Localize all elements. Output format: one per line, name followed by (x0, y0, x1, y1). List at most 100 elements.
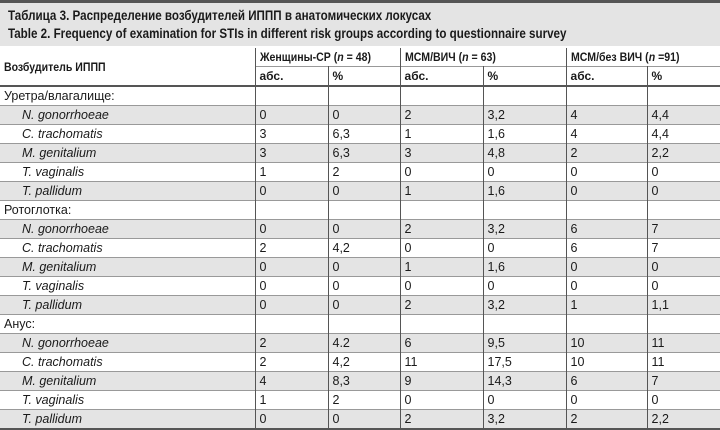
section-label: Уретра/влагалище: (4, 89, 115, 104)
pathogen-name: M. genitalium (0, 371, 255, 391)
header-abs: абс. (565, 66, 648, 87)
empty-cell (327, 200, 401, 220)
empty-cell (254, 314, 328, 334)
pct-cell: 9,5 (482, 333, 567, 353)
pct-cell: 0 (327, 257, 401, 277)
pct-cell: 14,3 (482, 371, 567, 391)
pct-cell: 0 (646, 276, 720, 296)
abs-cell: 10 (565, 352, 648, 372)
pct-cell: 1,6 (482, 124, 567, 144)
empty-cell (327, 86, 401, 106)
abs-cell: 0 (254, 219, 328, 239)
pct-cell: 2 (327, 390, 401, 410)
table-row: N. gonorrhoeae 0 0 2 3,2 4 4,4 (0, 105, 720, 125)
empty-cell (646, 314, 720, 334)
abs-cell: 0 (565, 390, 648, 410)
pct-cell: 6,3 (327, 143, 401, 163)
abs-cell: 0 (254, 295, 328, 315)
pct-cell: 0 (646, 257, 720, 277)
pct-cell: 0 (646, 390, 720, 410)
abs-cell: 0 (399, 390, 484, 410)
empty-cell (327, 314, 401, 334)
empty-cell (254, 200, 328, 220)
pct-cell: 1,6 (482, 257, 567, 277)
pct-cell: 1,1 (646, 295, 720, 315)
empty-cell (565, 200, 648, 220)
table-row: T. pallidum 0 0 2 3,2 1 1,1 (0, 295, 720, 315)
table-caption: Таблица 3. Распределение возбудителей ИП… (0, 0, 720, 46)
pathogen-table: Возбудитель ИППП Женщины-СР (n = 48) МСМ… (0, 48, 720, 430)
header-group: МСМ/ВИЧ (n = 63) (399, 48, 567, 67)
empty-cell (399, 86, 484, 106)
abs-cell: 1 (399, 181, 484, 201)
header-group: МСМ/без ВИЧ (n =91) (565, 48, 720, 67)
abs-cell: 0 (399, 238, 484, 258)
abs-cell: 0 (254, 257, 328, 277)
pathogen-name: N. gonorrhoeae (0, 333, 255, 353)
abs-cell: 2 (399, 219, 484, 239)
table-row: T. pallidum 0 0 1 1,6 0 0 (0, 181, 720, 201)
abs-cell: 3 (254, 143, 328, 163)
empty-cell (482, 314, 567, 334)
abs-cell: 4 (254, 371, 328, 391)
abs-cell: 6 (565, 238, 648, 258)
pct-cell: 3,2 (482, 409, 567, 430)
pct-cell: 0 (482, 390, 567, 410)
abs-cell: 0 (565, 181, 648, 201)
pct-cell: 3,2 (482, 219, 567, 239)
header-row-groups: Возбудитель ИППП Женщины-СР (n = 48) МСМ… (0, 48, 720, 74)
pct-cell: 0 (327, 276, 401, 296)
table-row: N. gonorrhoeae 0 0 2 3,2 6 7 (0, 219, 720, 239)
pathogen-name: N. gonorrhoeae (0, 105, 255, 125)
table-row: N. gonorrhoeae 2 4.2 6 9,5 10 11 (0, 333, 720, 353)
header-row-units: абс. % абс. % абс. % (0, 66, 720, 87)
abs-cell: 0 (399, 276, 484, 296)
pct-cell: 8,3 (327, 371, 401, 391)
empty-cell (254, 86, 328, 106)
abs-cell: 0 (254, 409, 328, 430)
abs-cell: 2 (399, 295, 484, 315)
abs-cell: 1 (399, 257, 484, 277)
abs-cell: 0 (565, 276, 648, 296)
pct-cell: 0 (327, 181, 401, 201)
section-label: Анус: (4, 317, 36, 332)
pathogen-name: C. trachomatis (22, 355, 103, 370)
pct-cell: 7 (646, 371, 720, 391)
pct-cell: 6,3 (327, 124, 401, 144)
table-row: M. genitalium 4 8,3 9 14,3 6 7 (0, 371, 720, 391)
section-row: Ротоглотка: (0, 200, 720, 220)
header-pathogen: Возбудитель ИППП (4, 59, 106, 74)
pct-cell: 3,2 (482, 295, 567, 315)
pct-cell: 1,6 (482, 181, 567, 201)
table-row: T. vaginalis 1 2 0 0 0 0 (0, 162, 720, 182)
pct-cell: 4,4 (646, 105, 720, 125)
abs-cell: 0 (254, 181, 328, 201)
pct-cell: 7 (646, 219, 720, 239)
table-row: T. vaginalis 1 2 0 0 0 0 (0, 390, 720, 410)
empty-cell (565, 314, 648, 334)
abs-cell: 11 (399, 352, 484, 372)
pct-cell: 11 (646, 352, 720, 372)
empty-cell (399, 314, 484, 334)
pct-cell: 17,5 (482, 352, 567, 372)
pct-cell: 0 (327, 409, 401, 430)
pathogen-name: M. genitalium (0, 143, 255, 163)
pathogen-name: C. trachomatis (22, 127, 103, 142)
abs-cell: 2 (565, 143, 648, 163)
header-abs: абс. (399, 66, 484, 87)
section-row: Анус: (0, 314, 720, 334)
empty-cell (565, 86, 648, 106)
pct-cell: 4,2 (327, 238, 401, 258)
pct-cell: 0 (327, 105, 401, 125)
header-pct: % (327, 66, 401, 87)
abs-cell: 1 (254, 390, 328, 410)
abs-cell: 6 (565, 371, 648, 391)
pct-cell: 0 (482, 238, 567, 258)
abs-cell: 0 (565, 162, 648, 182)
abs-cell: 2 (254, 333, 328, 353)
pct-cell: 2,2 (646, 143, 720, 163)
pathogen-name: M. genitalium (0, 257, 255, 277)
pct-cell: 0 (327, 219, 401, 239)
abs-cell: 2 (399, 105, 484, 125)
pct-cell: 4,4 (646, 124, 720, 144)
